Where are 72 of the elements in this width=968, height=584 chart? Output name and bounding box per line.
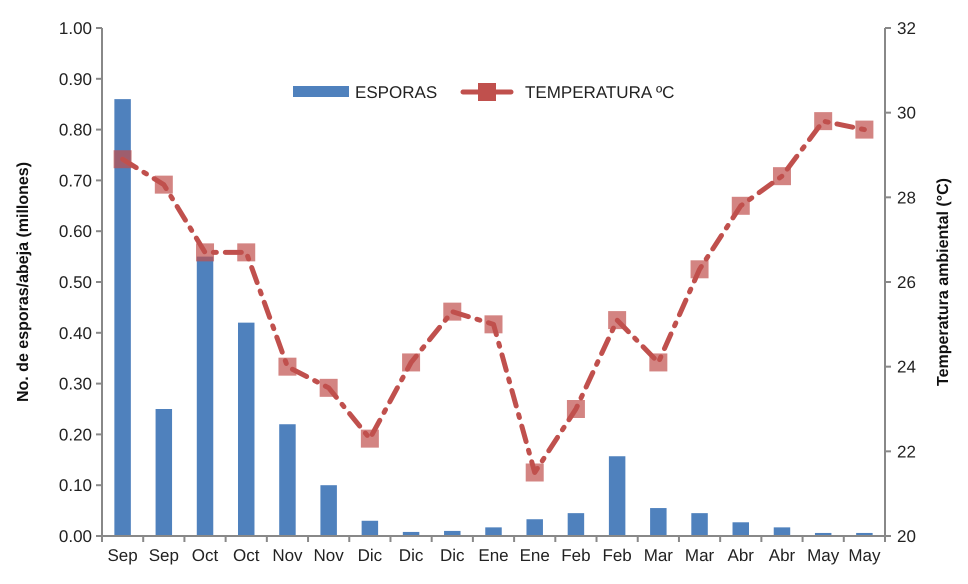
point (484, 315, 502, 334)
point (814, 112, 832, 130)
y-tick-label: 0.10 (58, 476, 92, 496)
y2-tick-label: 32 (897, 18, 916, 38)
point (772, 167, 791, 186)
x-tick-label: Feb (561, 546, 591, 565)
point (196, 243, 214, 262)
x-tick-label: Sep (148, 546, 179, 565)
x-tick-label: Dic (398, 546, 424, 565)
bar (526, 519, 543, 536)
point (402, 353, 420, 372)
bar (320, 485, 337, 536)
x-tick-label: Ene (520, 546, 550, 565)
y-tick-label: 0.30 (58, 374, 92, 394)
x-tick-label: Mar (684, 546, 715, 565)
y2-tick-label: 26 (897, 272, 916, 292)
y2-tick-label: 22 (897, 442, 916, 462)
x-tick-label: Nov (272, 546, 304, 565)
bar (279, 424, 296, 536)
x-tick-label: Abr (728, 546, 754, 565)
bar (691, 513, 708, 536)
x-tick-label: Ene (478, 546, 509, 565)
y-tick-label: 0.40 (58, 324, 92, 343)
point (855, 120, 874, 139)
x-tick-label: Feb (602, 546, 632, 565)
x-tick-label: Dic (440, 546, 466, 565)
x-tick-label: Mar (644, 546, 674, 565)
bar (362, 520, 378, 536)
x-tick-label: Oct (233, 546, 260, 565)
bar (650, 508, 667, 536)
legend-label: TEMPERATURA ºC (525, 83, 674, 102)
y-tick-label: 0.20 (58, 425, 92, 444)
point (154, 176, 173, 194)
x-tick-label: May (848, 546, 881, 565)
point (278, 358, 296, 376)
y-tick-label: 0.80 (58, 120, 92, 140)
y2-tick-label: 28 (897, 188, 916, 208)
point (649, 353, 668, 372)
point (732, 196, 750, 215)
x-tick-label: May (807, 546, 840, 565)
y-tick-label: 0.50 (58, 272, 92, 292)
x-tick-label: Sep (107, 546, 138, 565)
bar (732, 522, 750, 536)
y-tick-label: 0.60 (58, 222, 92, 242)
point (360, 430, 379, 448)
y-tick-label: 0.90 (58, 70, 92, 89)
point (526, 464, 544, 482)
point (114, 150, 132, 168)
legend-label: ESPORAS (355, 83, 438, 102)
x-tick-label: Nov (314, 546, 344, 565)
bar (114, 99, 131, 536)
y2-tick-label: 30 (897, 104, 916, 123)
point (443, 302, 462, 321)
x-tick-label: Abr (768, 546, 796, 565)
x-tick-label: Oct (192, 546, 219, 565)
point (237, 243, 256, 262)
bar (238, 322, 254, 536)
y-axis-title: No. de esporas/abeja (millones) (15, 162, 32, 402)
point (608, 311, 626, 330)
bar (608, 456, 626, 536)
point (566, 400, 585, 418)
bar (156, 409, 172, 536)
point (690, 260, 709, 278)
bar (568, 513, 584, 536)
y2-tick-label: 24 (897, 358, 916, 377)
y2-tick-label: 20 (897, 526, 916, 546)
y-tick-label: 0.00 (58, 526, 92, 546)
point (320, 378, 338, 397)
y2-axis-title: Temperatura ambiental (°C) (935, 178, 952, 386)
y-tick-label: 1.00 (58, 18, 92, 38)
y-tick-label: 0.70 (58, 171, 92, 190)
x-tick-label: Dic (358, 546, 383, 565)
